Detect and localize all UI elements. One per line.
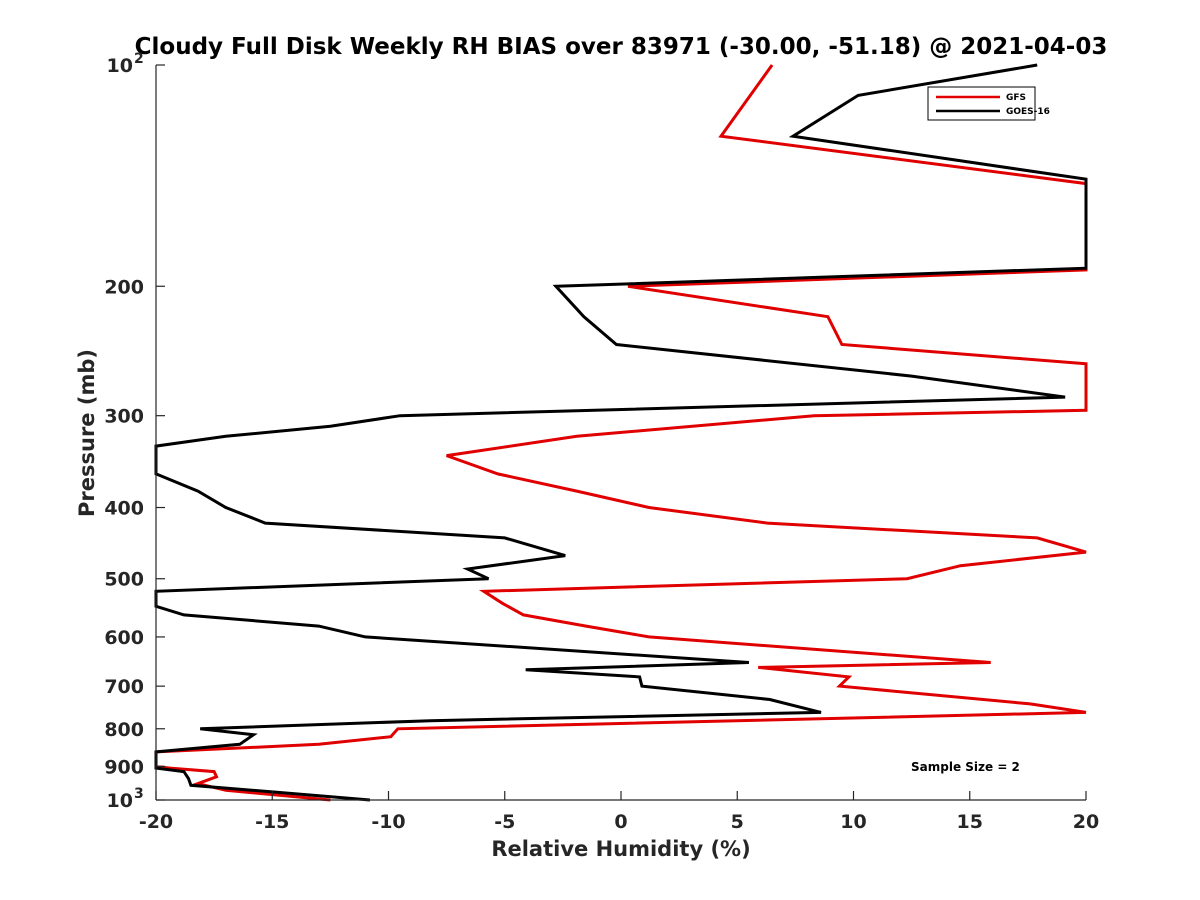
legend: GFS GOES-16 [927, 86, 1050, 121]
legend-label-goes16: GOES-16 [1006, 107, 1050, 117]
y-tick-label: 400 [104, 498, 144, 520]
y-tick-label: 900 [104, 756, 144, 778]
series-layer [154, 63, 1088, 802]
x-axis-label: Relative Humidity (%) [491, 837, 750, 861]
x-tick-label: -10 [371, 811, 405, 833]
x-tick-label: -5 [494, 811, 515, 833]
x-tick-label: 0 [614, 811, 627, 833]
y-tick-exponent: 3 [134, 786, 144, 802]
sample-size-annotation: Sample Size = 2 [911, 760, 1020, 774]
y-tick-label: 600 [104, 627, 144, 649]
legend-box [927, 86, 1036, 121]
series-line-gfs [154, 64, 1088, 802]
y-tick-label: 10 [107, 55, 133, 77]
x-tick-label: 20 [1073, 811, 1099, 833]
chart-title: Cloudy Full Disk Weekly RH BIAS over 839… [135, 34, 1108, 60]
y-tick-label: 800 [104, 719, 144, 741]
x-tick-label: 5 [731, 811, 744, 833]
x-tick-label: -15 [255, 811, 289, 833]
y-tick-label: 500 [104, 569, 144, 591]
x-axis-ticks: -20 -15 -10 -5 0 5 10 15 20 [139, 791, 1099, 833]
x-tick-label: -20 [139, 811, 173, 833]
y-tick-exponent: 2 [134, 51, 144, 67]
series-line-goes16 [154, 63, 1088, 802]
y-tick-label: 10 [107, 790, 133, 812]
legend-label-gfs: GFS [1006, 93, 1026, 103]
x-tick-label: 10 [840, 811, 866, 833]
x-tick-label: 15 [957, 811, 983, 833]
y-tick-label: 300 [104, 406, 144, 428]
y-axis-label: Pressure (mb) [75, 349, 99, 517]
y-tick-label: 700 [104, 676, 144, 698]
y-tick-label: 200 [104, 276, 144, 298]
